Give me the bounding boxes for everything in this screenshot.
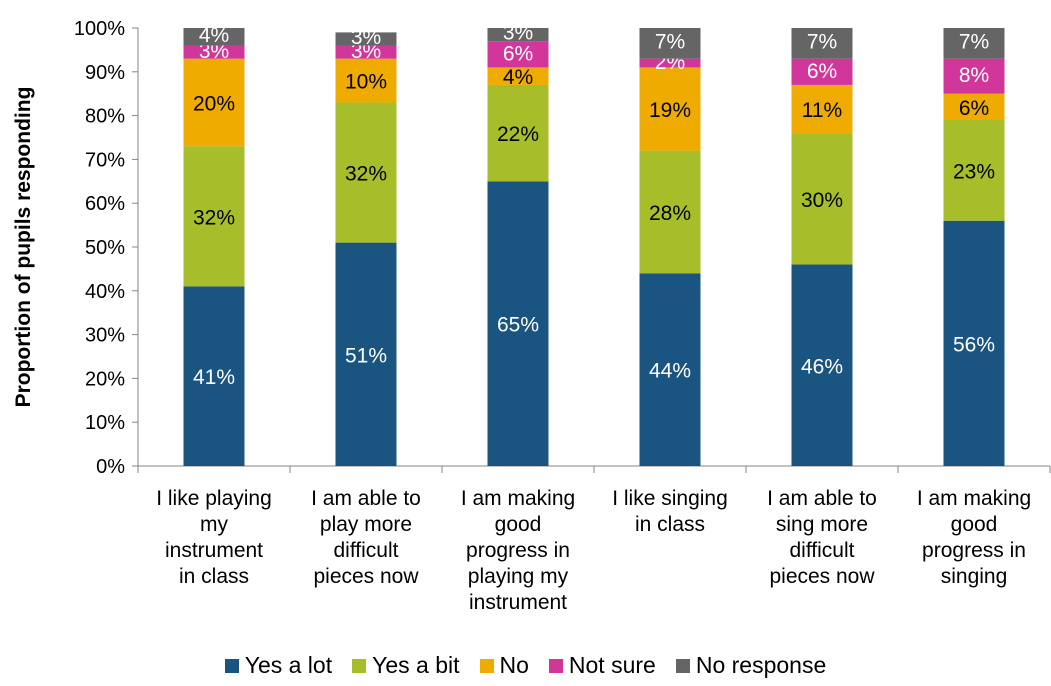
y-tick-label: 100% <box>74 18 125 40</box>
bar-data-label: 65% <box>497 314 539 337</box>
legend: Yes a lot Yes a bit No Not sure No response <box>0 652 1051 679</box>
y-axis-title-text: Proportion of pupils responding <box>12 87 35 408</box>
bar-data-label: 56% <box>953 333 995 356</box>
y-tick-label: 20% <box>85 368 125 390</box>
bar-data-label: 4% <box>503 66 533 89</box>
legend-label: No response <box>695 652 827 678</box>
bar-data-label: 28% <box>649 202 691 225</box>
bar-segment <box>639 58 701 68</box>
bar-data-label: 10% <box>345 71 387 94</box>
bar-segment <box>639 273 701 466</box>
stacked-bar-chart: Proportion of pupils responding 0% 10% 20%… <box>12 18 1051 614</box>
bar-data-label: 32% <box>345 163 387 186</box>
x-category-label: I like singing in class <box>612 487 728 536</box>
bar-data-label: 41% <box>193 366 235 389</box>
bar-segment <box>791 264 853 466</box>
bar-segment <box>943 119 1005 221</box>
bar-segment <box>487 181 549 467</box>
bar-segment <box>335 45 397 59</box>
bar-data-label: 8% <box>959 64 989 87</box>
bar-segment <box>487 28 549 42</box>
bar-segment <box>791 84 853 134</box>
y-tick-label: 60% <box>85 193 125 215</box>
legend-item: No response <box>675 652 827 679</box>
bar-data-label: 19% <box>649 99 691 122</box>
bar-data-label: 6% <box>807 60 837 83</box>
y-tick-label: 80% <box>85 106 125 128</box>
bar-data-label: 51% <box>345 344 387 367</box>
legend-swatch <box>224 658 239 673</box>
y-tick-label: 30% <box>85 325 125 347</box>
bar-data-label: 32% <box>193 206 235 229</box>
legend-item: No <box>479 652 529 679</box>
bar-segment <box>639 28 701 59</box>
bar-data-label: 6% <box>959 97 989 120</box>
legend-swatch <box>479 658 494 673</box>
y-tick-label: 70% <box>85 149 125 171</box>
bar-data-label: 6% <box>503 42 533 65</box>
bar-segment <box>183 28 245 46</box>
bar-segment <box>639 150 701 274</box>
bar-segment <box>943 28 1005 59</box>
legend-swatch <box>675 658 690 673</box>
bar-data-label: 4% <box>199 24 229 47</box>
bar-data-label: 30% <box>801 189 843 212</box>
bar-segment <box>335 32 397 46</box>
bar-data-label: 3% <box>503 22 533 45</box>
legend-swatch <box>548 658 563 673</box>
x-axis-labels: I like playing my instrument in class I am a… <box>156 487 1031 614</box>
bar-segment <box>487 84 549 182</box>
bar-data-label: 3% <box>199 40 229 63</box>
bar-data-label: 7% <box>807 30 837 53</box>
bar-segment <box>943 220 1005 466</box>
legend-item: Yes a bit <box>352 652 460 679</box>
bar-data-label: 3% <box>351 40 381 63</box>
bar-data-label: 23% <box>953 160 995 183</box>
legend-item: Yes a lot <box>224 652 333 679</box>
x-category-label: I like playing my instrument in class <box>156 487 272 588</box>
x-category-label: I am able to play more difficult pieces now <box>311 487 421 588</box>
bar-data-label: 3% <box>351 26 381 49</box>
x-category-label: I am making good progress in singing <box>917 487 1031 588</box>
bar-segment <box>943 93 1005 120</box>
bar-segment <box>335 58 397 103</box>
bar-segment <box>183 286 245 466</box>
axes: 0% 10% 20% 30% 40% 50% 60% 70% 80% 90% 100% <box>74 18 1051 478</box>
bar-data-label: 44% <box>649 360 691 383</box>
bar-segment <box>183 58 245 147</box>
bar-data-label: 22% <box>497 123 539 146</box>
bar-segment <box>335 102 397 243</box>
bar-data-label: 7% <box>655 30 685 53</box>
bar-segment <box>639 67 701 151</box>
y-tick-label: 90% <box>85 62 125 84</box>
legend-label: Yes a bit <box>372 652 460 678</box>
bar-segment <box>791 28 853 59</box>
bar-segment <box>487 67 549 85</box>
y-tick-label: 50% <box>85 237 125 259</box>
y-tick-label: 10% <box>85 412 125 434</box>
bar-segment <box>183 146 245 287</box>
bars: 41%32%20%3%4%51%32%10%3%3%65%22%4%6%3%44… <box>183 22 1005 467</box>
bar-segment <box>943 58 1005 94</box>
legend-item: Not sure <box>548 652 656 679</box>
legend-swatch <box>352 658 367 673</box>
bar-segment <box>487 41 549 68</box>
y-axis-title: Proportion of pupils responding <box>12 87 35 408</box>
bar-data-label: 7% <box>959 30 989 53</box>
legend-label: Not sure <box>568 652 656 678</box>
legend-label: Yes a lot <box>244 652 333 678</box>
bar-data-label: 46% <box>801 355 843 378</box>
bar-data-label: 11% <box>802 99 842 122</box>
y-tick-label: 40% <box>85 281 125 303</box>
bar-segment <box>791 58 853 85</box>
x-category-label: I am making good progress in playing my inst… <box>461 487 575 614</box>
bar-segment <box>335 242 397 466</box>
legend-label: No <box>499 652 529 678</box>
bar-data-label: 20% <box>193 92 235 115</box>
x-category-label: I am able to sing more difficult pieces now <box>767 487 877 588</box>
bar-segment <box>791 133 853 265</box>
y-tick-label: 0% <box>96 456 125 478</box>
bar-segment <box>183 45 245 59</box>
